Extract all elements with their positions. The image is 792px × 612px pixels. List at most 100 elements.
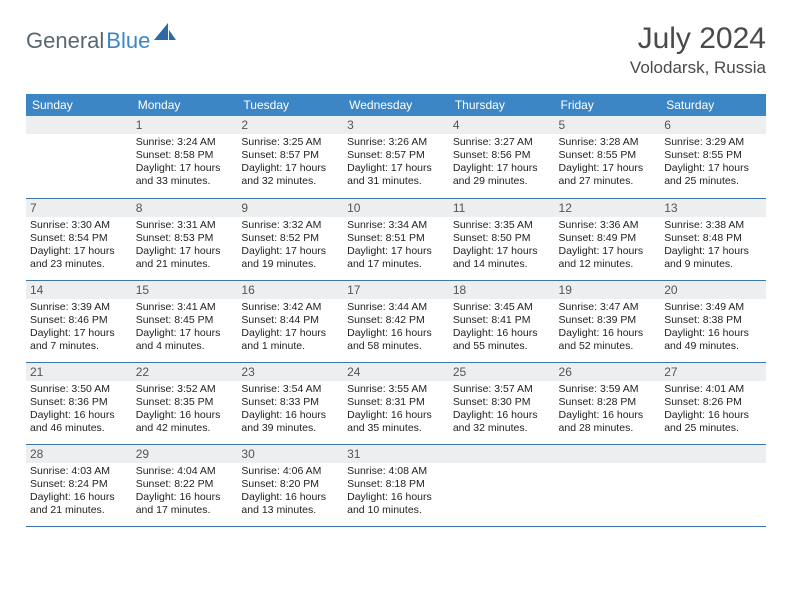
day-cell: 18Sunrise: 3:45 AMSunset: 8:41 PMDayligh… <box>449 280 555 362</box>
day-details <box>660 463 766 469</box>
day-line: Sunset: 8:30 PM <box>453 396 551 409</box>
day-line: Sunset: 8:38 PM <box>664 314 762 327</box>
day-line: Sunset: 8:28 PM <box>559 396 657 409</box>
day-line: and 17 minutes. <box>347 258 445 271</box>
day-line: Daylight: 16 hours <box>30 491 128 504</box>
day-number: 15 <box>132 281 238 299</box>
day-line: Sunrise: 3:39 AM <box>30 301 128 314</box>
day-line: Sunrise: 3:27 AM <box>453 136 551 149</box>
day-line: Sunset: 8:44 PM <box>241 314 339 327</box>
day-number <box>449 445 555 463</box>
day-details <box>26 134 132 140</box>
title-block: July 2024 Volodarsk, Russia <box>630 22 766 78</box>
day-cell: 19Sunrise: 3:47 AMSunset: 8:39 PMDayligh… <box>555 280 661 362</box>
day-line: Daylight: 16 hours <box>664 409 762 422</box>
location-label: Volodarsk, Russia <box>630 58 766 78</box>
day-line: Sunrise: 3:38 AM <box>664 219 762 232</box>
day-line: Sunset: 8:31 PM <box>347 396 445 409</box>
day-line: and 14 minutes. <box>453 258 551 271</box>
day-line: Daylight: 17 hours <box>136 162 234 175</box>
day-number: 12 <box>555 199 661 217</box>
day-details: Sunrise: 3:59 AMSunset: 8:28 PMDaylight:… <box>555 381 661 440</box>
day-line: Sunrise: 3:36 AM <box>559 219 657 232</box>
day-cell: 31Sunrise: 4:08 AMSunset: 8:18 PMDayligh… <box>343 444 449 526</box>
day-line: Daylight: 17 hours <box>664 245 762 258</box>
day-line: Sunrise: 3:34 AM <box>347 219 445 232</box>
day-number: 27 <box>660 363 766 381</box>
day-line: and 25 minutes. <box>664 422 762 435</box>
day-details: Sunrise: 3:54 AMSunset: 8:33 PMDaylight:… <box>237 381 343 440</box>
day-number: 18 <box>449 281 555 299</box>
day-number <box>26 116 132 134</box>
day-cell: 16Sunrise: 3:42 AMSunset: 8:44 PMDayligh… <box>237 280 343 362</box>
day-line: Sunset: 8:57 PM <box>241 149 339 162</box>
week-row: 1Sunrise: 3:24 AMSunset: 8:58 PMDaylight… <box>26 116 766 198</box>
day-line: Sunrise: 3:54 AM <box>241 383 339 396</box>
day-cell: 20Sunrise: 3:49 AMSunset: 8:38 PMDayligh… <box>660 280 766 362</box>
day-details: Sunrise: 3:52 AMSunset: 8:35 PMDaylight:… <box>132 381 238 440</box>
day-line: Sunset: 8:55 PM <box>664 149 762 162</box>
day-line: and 23 minutes. <box>30 258 128 271</box>
col-monday: Monday <box>132 94 238 116</box>
day-line: and 39 minutes. <box>241 422 339 435</box>
brand-logo: GeneralBlue <box>26 28 176 54</box>
day-cell: 3Sunrise: 3:26 AMSunset: 8:57 PMDaylight… <box>343 116 449 198</box>
day-line: and 32 minutes. <box>241 175 339 188</box>
day-cell: 23Sunrise: 3:54 AMSunset: 8:33 PMDayligh… <box>237 362 343 444</box>
day-line: Sunset: 8:39 PM <box>559 314 657 327</box>
day-details: Sunrise: 3:35 AMSunset: 8:50 PMDaylight:… <box>449 217 555 276</box>
day-number: 10 <box>343 199 449 217</box>
day-line: Daylight: 16 hours <box>347 327 445 340</box>
day-line: Sunset: 8:26 PM <box>664 396 762 409</box>
day-line: Sunset: 8:33 PM <box>241 396 339 409</box>
week-row: 7Sunrise: 3:30 AMSunset: 8:54 PMDaylight… <box>26 198 766 280</box>
day-number: 22 <box>132 363 238 381</box>
day-line: Sunset: 8:58 PM <box>136 149 234 162</box>
day-details: Sunrise: 3:57 AMSunset: 8:30 PMDaylight:… <box>449 381 555 440</box>
day-cell: 15Sunrise: 3:41 AMSunset: 8:45 PMDayligh… <box>132 280 238 362</box>
day-line: Sunrise: 3:59 AM <box>559 383 657 396</box>
day-number: 9 <box>237 199 343 217</box>
day-line: and 12 minutes. <box>559 258 657 271</box>
day-cell: 27 Sunrise: 4:01 AMSunset: 8:26 PMDayligh… <box>660 362 766 444</box>
day-line: and 21 minutes. <box>30 504 128 517</box>
day-line: and 28 minutes. <box>559 422 657 435</box>
brand-part1: General <box>26 28 104 54</box>
day-cell: 17Sunrise: 3:44 AMSunset: 8:42 PMDayligh… <box>343 280 449 362</box>
day-cell: 28Sunrise: 4:03 AMSunset: 8:24 PMDayligh… <box>26 444 132 526</box>
day-number: 14 <box>26 281 132 299</box>
day-number: 8 <box>132 199 238 217</box>
week-row: 21Sunrise: 3:50 AMSunset: 8:36 PMDayligh… <box>26 362 766 444</box>
day-number: 25 <box>449 363 555 381</box>
day-line: Daylight: 17 hours <box>241 327 339 340</box>
day-cell: 29Sunrise: 4:04 AMSunset: 8:22 PMDayligh… <box>132 444 238 526</box>
day-cell: 6Sunrise: 3:29 AMSunset: 8:55 PMDaylight… <box>660 116 766 198</box>
day-line: Daylight: 17 hours <box>136 327 234 340</box>
sail-icon <box>154 23 176 46</box>
day-number <box>555 445 661 463</box>
day-cell: 12Sunrise: 3:36 AMSunset: 8:49 PMDayligh… <box>555 198 661 280</box>
day-cell <box>26 116 132 198</box>
day-line: Daylight: 17 hours <box>30 327 128 340</box>
day-number: 26 <box>555 363 661 381</box>
day-line: Sunset: 8:41 PM <box>453 314 551 327</box>
day-number: 20 <box>660 281 766 299</box>
day-cell: 25Sunrise: 3:57 AMSunset: 8:30 PMDayligh… <box>449 362 555 444</box>
day-line: Sunrise: 4:01 AM <box>664 383 762 396</box>
day-line: Sunrise: 4:04 AM <box>136 465 234 478</box>
day-details: Sunrise: 3:50 AMSunset: 8:36 PMDaylight:… <box>26 381 132 440</box>
day-line: Sunrise: 3:42 AM <box>241 301 339 314</box>
day-line: and 19 minutes. <box>241 258 339 271</box>
day-details: Sunrise: 4:06 AMSunset: 8:20 PMDaylight:… <box>237 463 343 522</box>
day-line: Sunrise: 3:26 AM <box>347 136 445 149</box>
calendar-page: GeneralBlue July 2024 Volodarsk, Russia … <box>0 0 792 527</box>
day-line: Sunset: 8:54 PM <box>30 232 128 245</box>
day-cell: 14Sunrise: 3:39 AMSunset: 8:46 PMDayligh… <box>26 280 132 362</box>
day-line: Daylight: 16 hours <box>136 409 234 422</box>
day-line: Daylight: 17 hours <box>664 162 762 175</box>
day-number: 17 <box>343 281 449 299</box>
day-line: Sunrise: 4:06 AM <box>241 465 339 478</box>
calendar-table: Sunday Monday Tuesday Wednesday Thursday… <box>26 94 766 527</box>
col-saturday: Saturday <box>660 94 766 116</box>
day-line: Daylight: 17 hours <box>559 162 657 175</box>
